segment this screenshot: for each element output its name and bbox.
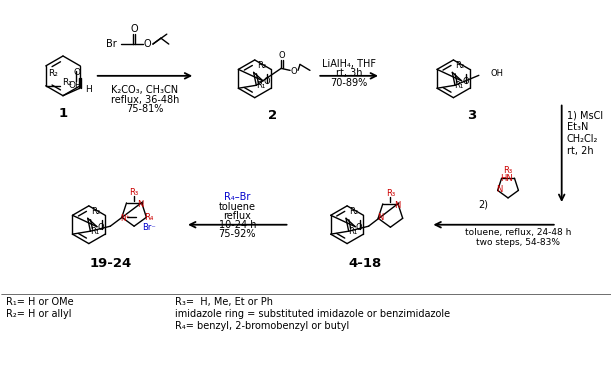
Text: R₂: R₂ (257, 61, 266, 70)
Text: imidazole ring = substituted imidazole or benzimidazole: imidazole ring = substituted imidazole o… (175, 309, 450, 319)
Text: 3: 3 (467, 109, 476, 122)
Text: R₂: R₂ (48, 69, 58, 78)
Text: HN: HN (500, 174, 513, 183)
Text: O: O (263, 77, 270, 86)
Text: R₁: R₁ (256, 81, 265, 90)
Text: CH₂Cl₂: CH₂Cl₂ (567, 134, 598, 144)
Text: O: O (143, 39, 151, 49)
Text: 4-18: 4-18 (348, 257, 382, 270)
Text: R₁: R₁ (90, 227, 99, 236)
Text: R₄= benzyl, 2-bromobenzyl or butyl: R₄= benzyl, 2-bromobenzyl or butyl (175, 321, 349, 331)
Text: OH: OH (69, 81, 82, 90)
Text: O: O (291, 67, 297, 76)
Text: 75-92%: 75-92% (219, 229, 256, 239)
Text: OH: OH (491, 69, 503, 78)
Text: R₂: R₂ (349, 207, 358, 216)
Text: 2: 2 (268, 109, 277, 122)
Text: R₄–Br: R₄–Br (224, 192, 251, 202)
Text: two steps, 54-83%: two steps, 54-83% (476, 238, 560, 247)
Text: R₃: R₃ (130, 188, 139, 197)
Text: 19-24: 19-24 (90, 257, 132, 270)
Text: 70-89%: 70-89% (330, 78, 368, 88)
Text: reflux, 36-48h: reflux, 36-48h (111, 95, 179, 105)
Text: O: O (98, 223, 104, 232)
Text: R₁: R₁ (454, 81, 464, 90)
Text: R₂: R₂ (91, 207, 100, 216)
Text: R₃: R₃ (503, 166, 513, 174)
Text: Br⁻: Br⁻ (142, 223, 156, 232)
Text: Et₃N: Et₃N (567, 123, 588, 132)
Text: R₃: R₃ (386, 189, 395, 198)
Text: R₂= H or allyl: R₂= H or allyl (6, 309, 72, 319)
Text: Br: Br (106, 39, 117, 49)
Text: O: O (74, 68, 80, 77)
Text: 1: 1 (58, 107, 68, 120)
Text: toluene: toluene (219, 202, 256, 212)
Text: K₂CO₃, CH₃CN: K₂CO₃, CH₃CN (111, 85, 179, 95)
Text: N⁺: N⁺ (120, 214, 130, 223)
Text: H: H (85, 85, 92, 94)
Text: R₃=  H, Me, Et or Ph: R₃= H, Me, Et or Ph (175, 297, 273, 307)
Text: reflux: reflux (223, 211, 251, 221)
Text: 2): 2) (478, 200, 488, 210)
Text: rt, 3h: rt, 3h (336, 68, 362, 78)
Text: R₄: R₄ (144, 213, 153, 222)
Text: O: O (356, 223, 363, 232)
Text: 1) MsCl: 1) MsCl (567, 111, 603, 121)
Text: O: O (130, 24, 138, 34)
Text: R₁: R₁ (348, 227, 357, 236)
Text: N: N (394, 202, 400, 210)
Text: 10-24 h: 10-24 h (219, 220, 256, 230)
Text: O: O (462, 77, 469, 86)
Text: O: O (279, 51, 286, 60)
Text: rt, 2h: rt, 2h (567, 146, 593, 156)
Text: N: N (138, 200, 144, 209)
Text: R₁= H or OMe: R₁= H or OMe (6, 297, 74, 307)
Text: R₁: R₁ (63, 78, 72, 87)
Text: R₂: R₂ (456, 61, 465, 70)
Text: toluene, reflux, 24-48 h: toluene, reflux, 24-48 h (465, 228, 571, 237)
Text: LiAlH₄, THF: LiAlH₄, THF (322, 59, 376, 69)
Text: N: N (497, 185, 503, 194)
Text: N: N (377, 213, 383, 222)
Text: 75-81%: 75-81% (126, 104, 163, 114)
